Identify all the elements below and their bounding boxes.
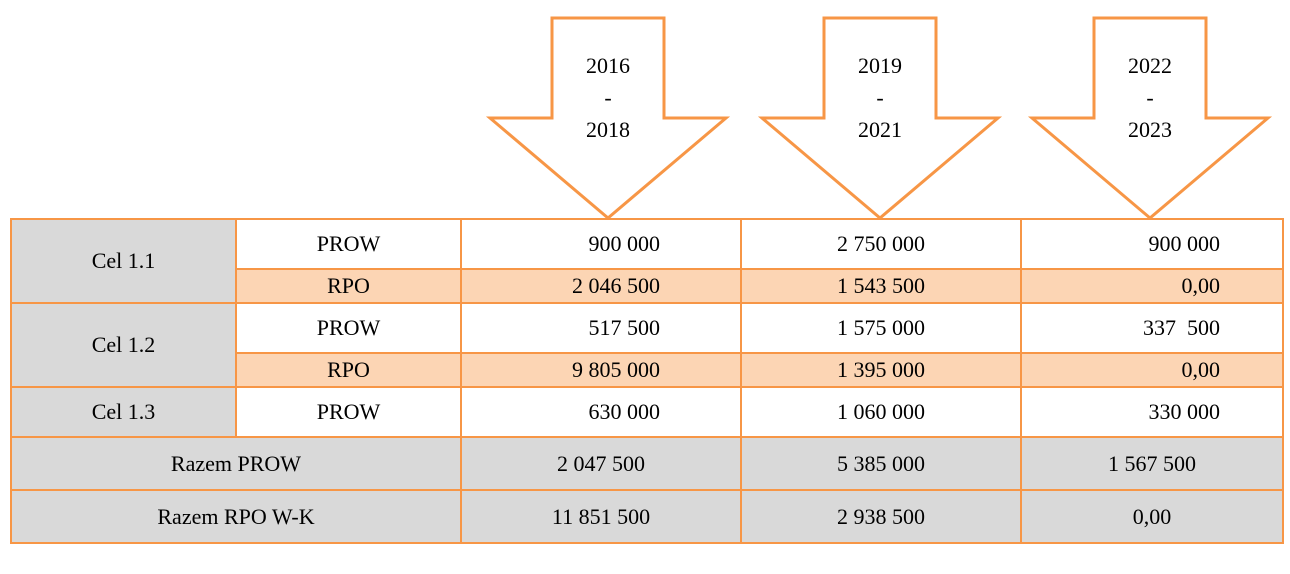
value-cell: 0,00 xyxy=(1020,268,1284,304)
total-label: Razem PROW xyxy=(10,436,462,491)
period-label: 2016 xyxy=(586,53,630,78)
value-cell: 900 000 xyxy=(460,218,742,270)
period-label: - xyxy=(604,85,611,110)
arrows: 2016 - 2018 2019 - 2021 2022 - 2023 xyxy=(485,16,1273,220)
value-cell: 337 500 xyxy=(1020,302,1284,354)
total-row: Razem PROW 2 047 500 5 385 000 1 567 500 xyxy=(10,436,1284,491)
type-cell: RPO xyxy=(235,268,462,304)
total-label: Razem RPO W-K xyxy=(10,489,462,544)
type-cell: RPO xyxy=(235,352,462,388)
table-row: RPO 2 046 500 1 543 500 0,00 xyxy=(11,268,1284,304)
table-row: RPO 9 805 000 1 395 000 0,00 xyxy=(11,352,1284,388)
value-cell: 9 805 000 xyxy=(460,352,742,388)
table-row: Cel 1.3 PROW 630 000 1 060 000 330 000 xyxy=(10,386,1284,438)
value-cell: 1 543 500 xyxy=(740,268,1022,304)
value-cell: 900 000 xyxy=(1020,218,1284,270)
period-label: 2023 xyxy=(1128,117,1172,142)
period-label: - xyxy=(876,85,883,110)
period-label: 2018 xyxy=(586,117,630,142)
table-row: Cel 1.1 PROW 900 000 2 750 000 900 000 xyxy=(10,218,1284,304)
value-cell: 2 750 000 xyxy=(740,218,1022,270)
period-label: - xyxy=(1146,85,1153,110)
value-cell: 1 575 000 xyxy=(740,302,1022,354)
total-value: 0,00 xyxy=(1020,489,1284,544)
value-cell: 0,00 xyxy=(1020,352,1284,388)
group-cell: Cel 1.3 xyxy=(10,386,237,438)
value-cell: 1 060 000 xyxy=(740,386,1022,438)
period-label: 2019 xyxy=(858,53,902,78)
value-cell: 517 500 xyxy=(460,302,742,354)
period-label: 2022 xyxy=(1128,53,1172,78)
group-cell: Cel 1.1 xyxy=(10,218,237,304)
total-value: 11 851 500 xyxy=(460,489,742,544)
budget-table: Cel 1.1 PROW 900 000 2 750 000 900 000 RPO 2 0… xyxy=(10,218,1284,544)
arrow xyxy=(1027,16,1273,220)
value-cell: 1 395 000 xyxy=(740,352,1022,388)
value-cell: 2 046 500 xyxy=(460,268,742,304)
table-row: Cel 1.2 PROW 517 500 1 575 000 337 500 xyxy=(10,302,1284,388)
total-value: 2 047 500 xyxy=(460,436,742,491)
value-cell: 330 000 xyxy=(1020,386,1284,438)
arrow xyxy=(485,16,731,220)
total-row: Razem RPO W-K 11 851 500 2 938 500 0,00 xyxy=(10,489,1284,544)
type-cell: PROW xyxy=(235,218,462,270)
group-cell: Cel 1.2 xyxy=(10,302,237,388)
type-cell: PROW xyxy=(235,386,462,438)
total-value: 5 385 000 xyxy=(740,436,1022,491)
total-value: 1 567 500 xyxy=(1020,436,1284,491)
value-cell: 630 000 xyxy=(460,386,742,438)
period-label: 2021 xyxy=(858,117,902,142)
type-cell: PROW xyxy=(235,302,462,354)
arrow xyxy=(757,16,1003,220)
total-value: 2 938 500 xyxy=(740,489,1022,544)
